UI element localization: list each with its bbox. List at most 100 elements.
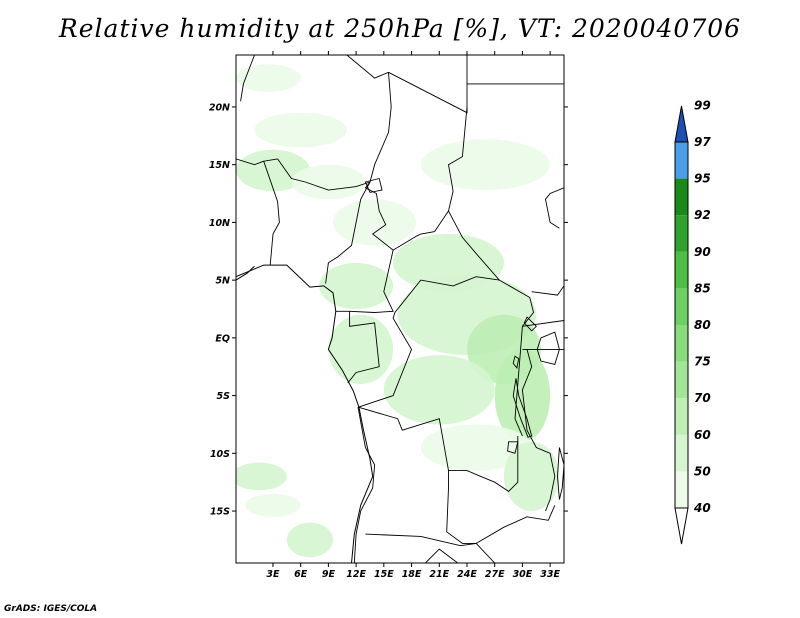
map-axes: 3E 6E 9E 12E 15E 18E 21E 24E 27E 30E 33E 20N 15N 10N 5… xyxy=(209,51,568,580)
country-border xyxy=(236,158,264,166)
humidity-region xyxy=(245,493,301,517)
map-title: Relative humidity at 250hPa [%], VT: 202… xyxy=(58,14,742,43)
colorbar-label: 70 xyxy=(694,391,711,405)
colorbar-high-arrow xyxy=(674,105,689,143)
country-border xyxy=(335,250,394,313)
colorbar-label: 75 xyxy=(694,355,711,369)
humidity-region xyxy=(236,149,310,192)
colorbar-segment xyxy=(675,325,688,362)
humidity-region xyxy=(254,112,347,148)
colorbar-segment xyxy=(675,251,688,289)
colorbar-segment xyxy=(675,361,688,399)
country-border xyxy=(514,349,523,437)
lon-tick-label: 6E xyxy=(294,569,308,580)
country-border xyxy=(240,55,255,102)
country-border xyxy=(346,55,389,79)
lat-tick-label: 5N xyxy=(215,276,230,287)
country-border xyxy=(499,279,534,350)
country-border xyxy=(446,470,477,544)
country-border xyxy=(545,187,564,229)
humidity-region xyxy=(494,349,551,442)
colorbar-label: 60 xyxy=(694,428,711,442)
humidity-region xyxy=(286,522,334,558)
colorbar-label: 92 xyxy=(694,208,711,222)
country-border xyxy=(365,533,477,547)
humidity-fill-layer xyxy=(236,64,560,558)
colorbar-segment xyxy=(675,398,688,435)
country-border xyxy=(358,276,500,408)
coastline xyxy=(236,264,374,563)
country-border xyxy=(388,55,468,114)
coastline xyxy=(236,265,255,281)
lon-tick-label: 18E xyxy=(402,569,422,580)
colorbar-label: 80 xyxy=(694,318,711,332)
lake-outline xyxy=(364,177,383,193)
country-border xyxy=(522,320,564,327)
lake-outline xyxy=(512,378,533,438)
country-border xyxy=(531,285,564,296)
lon-tick-label: 12E xyxy=(346,569,366,580)
lon-tick-label: 30E xyxy=(513,569,533,580)
lake-outline xyxy=(507,441,519,454)
colorbar-segment xyxy=(675,142,688,179)
country-border xyxy=(448,106,500,281)
lake-outline xyxy=(512,355,520,369)
country-border xyxy=(475,543,496,563)
colorbar-label: 85 xyxy=(694,281,711,295)
lon-tick-label: 24E xyxy=(457,569,477,580)
lon-tick-label: 21E xyxy=(429,569,449,580)
humidity-region xyxy=(291,164,366,200)
map-frame xyxy=(235,54,565,564)
colorbar-low-arrow xyxy=(674,507,689,545)
lon-tick-label: 27E xyxy=(485,569,505,580)
lon-tick-label: 15E xyxy=(374,569,394,580)
country-border xyxy=(277,158,371,191)
colorbar-segment xyxy=(675,434,688,472)
lat-tick-label: 5S xyxy=(217,391,231,402)
country-border xyxy=(325,181,371,284)
lat-tick-label: 10N xyxy=(209,218,230,229)
lat-tick-label: 15S xyxy=(210,507,230,518)
humidity-region xyxy=(383,355,495,425)
humidity-region xyxy=(333,199,417,246)
colorbar-label: 50 xyxy=(694,464,711,478)
colorbar: 40 50 60 70 75 80 85 90 92 95 97 99 xyxy=(674,98,711,545)
colorbar-label: 40 xyxy=(693,501,711,515)
lat-tick-label: EQ xyxy=(215,333,230,344)
colorbar-segment xyxy=(675,178,688,216)
country-border xyxy=(364,72,449,251)
humidity-region xyxy=(236,462,287,491)
lon-tick-label: 3E xyxy=(266,569,280,580)
humidity-region xyxy=(236,64,301,92)
country-border xyxy=(357,406,519,492)
lat-tick-label: 20N xyxy=(209,102,230,113)
colorbar-segment xyxy=(675,215,688,252)
humidity-region xyxy=(420,424,532,471)
colorbar-segment xyxy=(675,288,688,325)
colorbar-label: 90 xyxy=(694,245,711,259)
colorbar-label: 95 xyxy=(694,172,711,186)
lat-tick-label: 15N xyxy=(209,160,230,171)
lat-tick-label: 10S xyxy=(210,449,230,460)
lon-tick-label: 33E xyxy=(540,569,560,580)
grads-credit: GrADS: IGES/COLA xyxy=(4,604,98,614)
lake-outline xyxy=(523,316,537,332)
colorbar-label: 99 xyxy=(694,98,711,112)
colorbar-segment xyxy=(675,471,688,508)
humidity-region xyxy=(420,139,551,191)
country-border xyxy=(425,548,458,563)
lon-tick-label: 9E xyxy=(322,569,336,580)
country-border xyxy=(475,505,556,544)
country-border xyxy=(521,349,556,512)
humidity-region xyxy=(328,314,394,385)
country-border xyxy=(353,407,376,563)
colorbar-outline xyxy=(674,141,689,509)
country-border xyxy=(347,311,380,384)
lake-outline xyxy=(557,447,564,500)
borders-layer xyxy=(236,55,564,563)
lake-outline xyxy=(536,331,560,365)
country-border xyxy=(263,158,280,266)
humidity-region xyxy=(319,262,394,309)
colorbar-label: 97 xyxy=(694,135,711,149)
